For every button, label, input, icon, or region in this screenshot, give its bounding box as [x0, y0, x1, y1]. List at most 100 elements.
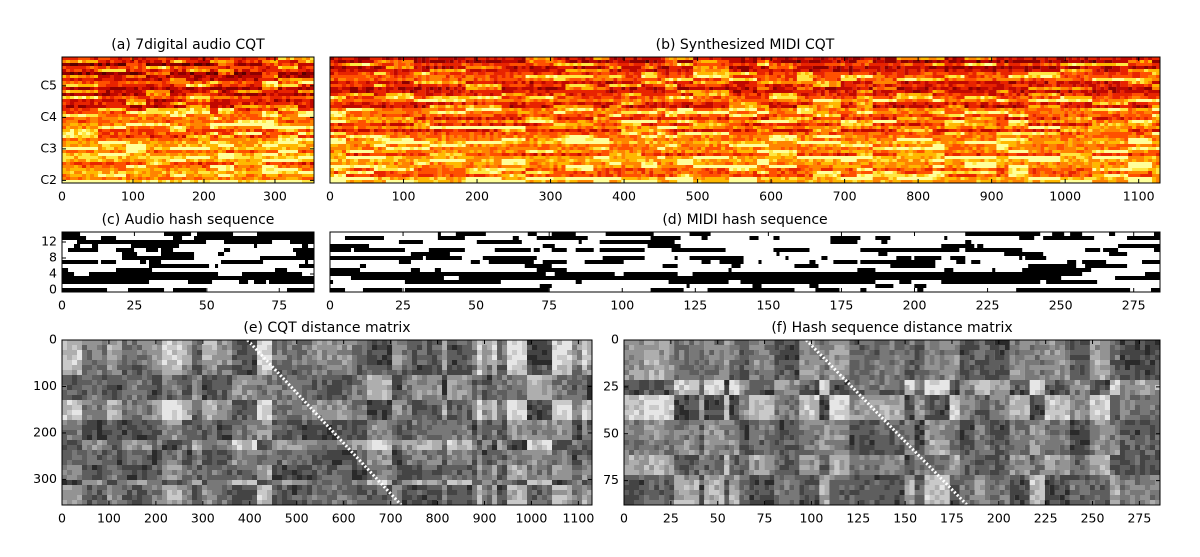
plot-frame: [329, 231, 1161, 293]
y-tick-label: 100: [33, 378, 57, 393]
y-tick-label: 4: [49, 266, 57, 281]
x-tick-label: 1000: [1049, 189, 1081, 204]
image-cells: [70, 63, 307, 76]
y-tick-label: 0: [611, 332, 619, 347]
x-tick-label: 500: [285, 511, 309, 526]
x-tick-label: 400: [612, 189, 636, 204]
image-cells: [624, 340, 1161, 506]
x-tick-label: 250: [1049, 298, 1073, 313]
y-tick-label: C3: [40, 140, 57, 155]
x-tick-label: 0: [58, 189, 66, 204]
plot-frame: [61, 339, 593, 506]
image-cells: [62, 340, 593, 506]
x-tick-label: 700: [833, 189, 857, 204]
image-cells: [624, 340, 1161, 506]
x-tick-label: 125: [683, 298, 707, 313]
y-tick-label: 8: [49, 250, 57, 265]
image-cells: [624, 360, 1161, 506]
image-texture: [62, 57, 315, 184]
y-tick-label: C5: [40, 77, 57, 92]
x-tick-label: 150: [756, 298, 780, 313]
y-tick-label: 0: [49, 282, 57, 297]
x-tick-label: 1100: [562, 511, 594, 526]
x-tick-label: 0: [58, 511, 66, 526]
y-tick-label: 12: [41, 234, 57, 249]
x-tick-label: 125: [846, 511, 870, 526]
x-tick-label: 900: [473, 511, 497, 526]
x-tick-label: 75: [541, 298, 557, 313]
image-cells: [62, 57, 315, 184]
image-cells: [330, 57, 1161, 109]
alignment-path: [246, 338, 403, 507]
x-tick-label: 100: [121, 189, 145, 204]
x-tick-label: 0: [326, 298, 334, 313]
x-tick-label: 250: [1081, 511, 1105, 526]
image-cells: [624, 340, 1161, 506]
x-tick-label: 225: [976, 298, 1000, 313]
x-tick-label: 600: [332, 511, 356, 526]
plot-frame: [61, 231, 315, 293]
image-cells: [62, 57, 315, 166]
x-tick-label: 75: [757, 511, 773, 526]
image-cells: [645, 60, 1097, 64]
x-tick-label: 150: [893, 511, 917, 526]
panel-title: (f) Hash sequence distance matrix: [771, 320, 1012, 336]
image-cells: [62, 57, 315, 181]
x-tick-label: 300: [539, 189, 563, 204]
x-tick-label: 200: [903, 298, 927, 313]
image-cells: [62, 340, 593, 506]
x-tick-label: 0: [58, 298, 66, 313]
y-tick-label: 0: [49, 332, 57, 347]
y-tick-label: C4: [40, 109, 57, 124]
x-tick-label: 100: [799, 511, 823, 526]
x-tick-label: 900: [980, 189, 1004, 204]
image-cells: [62, 340, 593, 506]
y-tick-label: 75: [603, 472, 619, 487]
x-tick-label: 50: [710, 511, 726, 526]
image-texture: [62, 340, 593, 506]
image-texture: [62, 232, 315, 293]
plot-frame: [623, 339, 1161, 506]
panel-title: (b) Synthesized MIDI CQT: [656, 37, 835, 53]
image-cells: [62, 66, 315, 184]
y-tick-label: 25: [603, 378, 619, 393]
x-tick-label: 300: [263, 189, 287, 204]
x-tick-label: 50: [468, 298, 484, 313]
image-cells: [62, 340, 593, 506]
image-cells: [330, 57, 1161, 157]
x-tick-label: 50: [199, 298, 215, 313]
image-cells: [62, 57, 315, 169]
x-tick-label: 800: [906, 189, 930, 204]
x-tick-label: 75: [271, 298, 287, 313]
y-tick-label: 200: [33, 424, 57, 439]
x-tick-label: 25: [395, 298, 411, 313]
panel-title: (e) CQT distance matrix: [243, 320, 410, 336]
panel-title: (a) 7digital audio CQT: [111, 37, 265, 53]
plot-frame: [329, 56, 1161, 184]
image-cells: [62, 57, 315, 181]
image-cells: [62, 340, 593, 506]
x-tick-label: 100: [97, 511, 121, 526]
image-cells: [330, 232, 1161, 293]
x-tick-label: 500: [686, 189, 710, 204]
image-cells: [62, 232, 315, 293]
x-tick-label: 300: [191, 511, 215, 526]
image-texture: [330, 232, 1161, 293]
x-tick-label: 175: [830, 298, 854, 313]
panel-title: (c) Audio hash sequence: [102, 212, 275, 228]
x-tick-label: 700: [379, 511, 403, 526]
x-tick-label: 100: [392, 189, 416, 204]
x-tick-label: 400: [238, 511, 262, 526]
x-tick-label: 1100: [1123, 189, 1155, 204]
image-cells: [62, 63, 315, 109]
x-tick-label: 200: [192, 189, 216, 204]
x-tick-label: 200: [144, 511, 168, 526]
x-tick-label: 25: [126, 298, 142, 313]
x-tick-label: 100: [610, 298, 634, 313]
y-tick-label: 300: [33, 471, 57, 486]
x-tick-label: 175: [940, 511, 964, 526]
x-tick-label: 275: [1127, 511, 1151, 526]
panel-title: (d) MIDI hash sequence: [662, 212, 827, 228]
x-tick-label: 1000: [516, 511, 548, 526]
